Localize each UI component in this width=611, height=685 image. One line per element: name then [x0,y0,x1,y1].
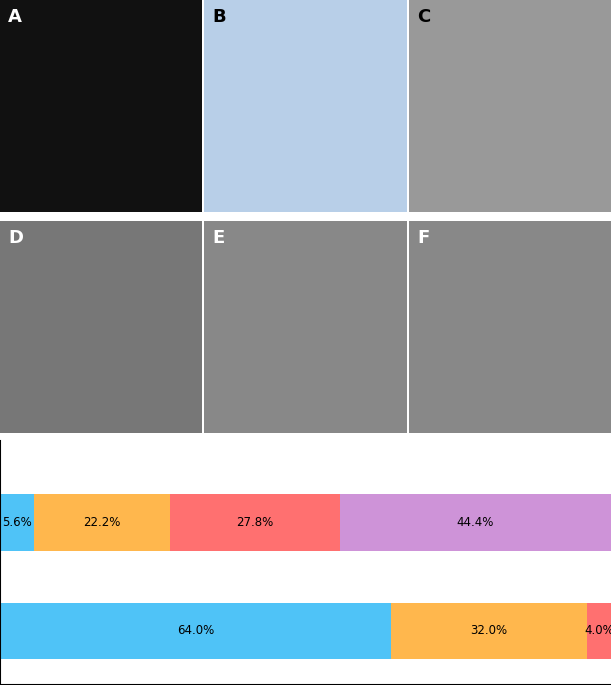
Bar [0,495,34,551]
Text: 64.0%: 64.0% [177,624,214,637]
Text: 32.0%: 32.0% [470,624,507,637]
Text: 27.8%: 27.8% [236,516,273,529]
Bar [340,495,611,551]
Text: C: C [417,8,430,27]
Text: F: F [417,229,430,247]
Text: E: E [213,229,225,247]
Bar [391,603,587,659]
Text: 22.2%: 22.2% [83,516,121,529]
Text: 5.6%: 5.6% [2,516,32,529]
Bar [34,495,170,551]
Text: B: B [213,8,226,27]
Text: A: A [8,8,22,27]
Text: D: D [8,229,23,247]
Bar [587,603,611,659]
Bar [170,495,340,551]
Bar [0,603,391,659]
Text: 44.4%: 44.4% [456,516,494,529]
Text: 4.0%: 4.0% [584,624,611,637]
